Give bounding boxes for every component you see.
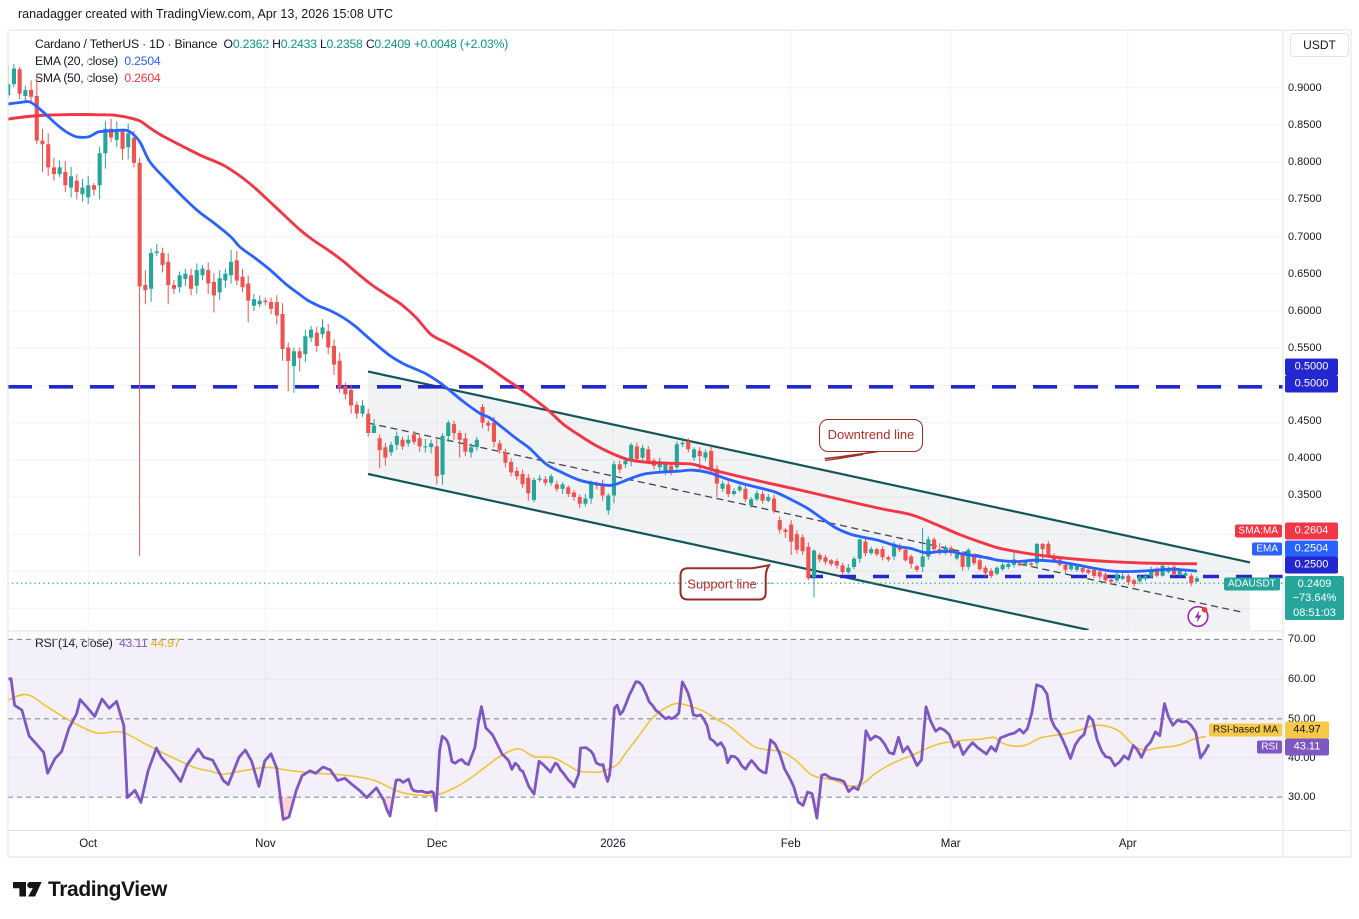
svg-text:Support line: Support line	[687, 577, 756, 592]
